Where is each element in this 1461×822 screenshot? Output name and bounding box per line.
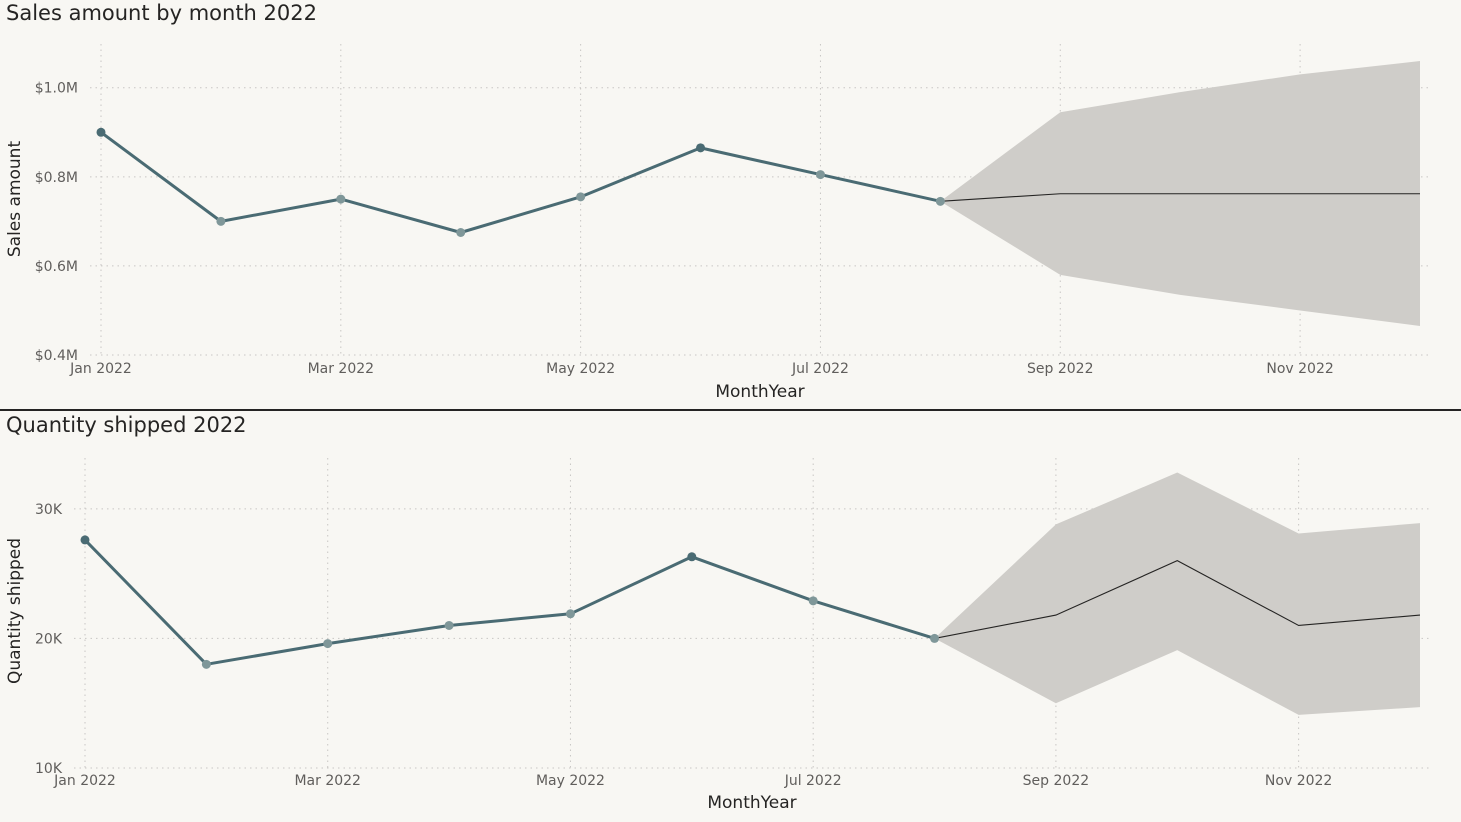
qty-data-point bbox=[323, 639, 333, 649]
sales-data-point bbox=[576, 192, 586, 202]
quantity-chart-panel: Quantity shipped 2022 10K 20K 30K Jan 2022 M… bbox=[0, 412, 1461, 822]
qty-data-point bbox=[80, 535, 90, 545]
sales-chart: $0.4M $0.6M $0.8M $1.0M Jan 2022 Mar 2022 May … bbox=[5, 44, 1432, 402]
sales-y-tick-label: $0.6M bbox=[35, 259, 78, 275]
qty-y-axis-title: Quantity shipped bbox=[5, 538, 25, 684]
qty-x-tick-label: Mar 2022 bbox=[294, 773, 361, 789]
qty-data-point bbox=[687, 552, 697, 562]
qty-x-tick-label: Sep 2022 bbox=[1023, 773, 1089, 789]
qty-x-tick-label: Jan 2022 bbox=[53, 773, 116, 789]
sales-x-tick-label: Jul 2022 bbox=[791, 361, 849, 377]
sales-data-point bbox=[216, 216, 226, 226]
sales-x-tick-label: Mar 2022 bbox=[308, 361, 375, 377]
qty-x-tick-label: May 2022 bbox=[536, 773, 605, 789]
sales-data-point bbox=[96, 127, 106, 137]
qty-data-point bbox=[565, 609, 575, 619]
sales-series-line bbox=[100, 131, 941, 234]
sales-chart-panel: Sales amount by month 2022 $0.4M $0.6M $0.… bbox=[0, 0, 1461, 409]
qty-data-point bbox=[930, 633, 940, 643]
qty-data-point bbox=[444, 620, 454, 630]
qty-data-point bbox=[808, 596, 818, 606]
sales-x-tick-label: Jan 2022 bbox=[69, 361, 132, 377]
sales-data-point bbox=[815, 170, 825, 180]
quantity-chart: 10K 20K 30K Jan 2022 Mar 2022 May 2022 Jul 202… bbox=[5, 458, 1432, 813]
sales-data-point bbox=[696, 143, 706, 153]
sales-x-tick-label: May 2022 bbox=[546, 361, 615, 377]
qty-x-tick-label: Jul 2022 bbox=[784, 773, 842, 789]
sales-data-point bbox=[336, 194, 346, 204]
sales-x-tick-label: Sep 2022 bbox=[1027, 361, 1093, 377]
qty-x-axis-title: MonthYear bbox=[707, 793, 796, 813]
sales-y-tick-label: $0.4M bbox=[35, 348, 78, 364]
panel-divider bbox=[0, 409, 1461, 411]
sales-x-axis-title: MonthYear bbox=[715, 382, 804, 402]
sales-y-axis-title: Sales amount bbox=[5, 141, 25, 258]
sales-y-tick-label: $1.0M bbox=[35, 81, 78, 97]
sales-y-tick-label: $0.8M bbox=[35, 170, 78, 186]
sales-forecast-line bbox=[940, 193, 1420, 202]
qty-y-tick-label: 10K bbox=[35, 761, 63, 777]
qty-forecast-band bbox=[934, 472, 1420, 715]
qty-x-tick-label: Nov 2022 bbox=[1265, 773, 1332, 789]
sales-data-point bbox=[935, 196, 945, 206]
qty-y-tick-label: 30K bbox=[35, 502, 63, 518]
quantity-chart-title: Quantity shipped 2022 bbox=[6, 413, 247, 437]
sales-data-point bbox=[456, 228, 466, 237]
sales-chart-title: Sales amount by month 2022 bbox=[6, 1, 317, 25]
qty-forecast-line bbox=[934, 560, 1421, 639]
sales-x-tick-label: Nov 2022 bbox=[1266, 361, 1333, 377]
qty-data-point bbox=[201, 659, 211, 669]
qty-y-tick-label: 20K bbox=[35, 631, 63, 647]
qty-series-line bbox=[83, 538, 935, 666]
